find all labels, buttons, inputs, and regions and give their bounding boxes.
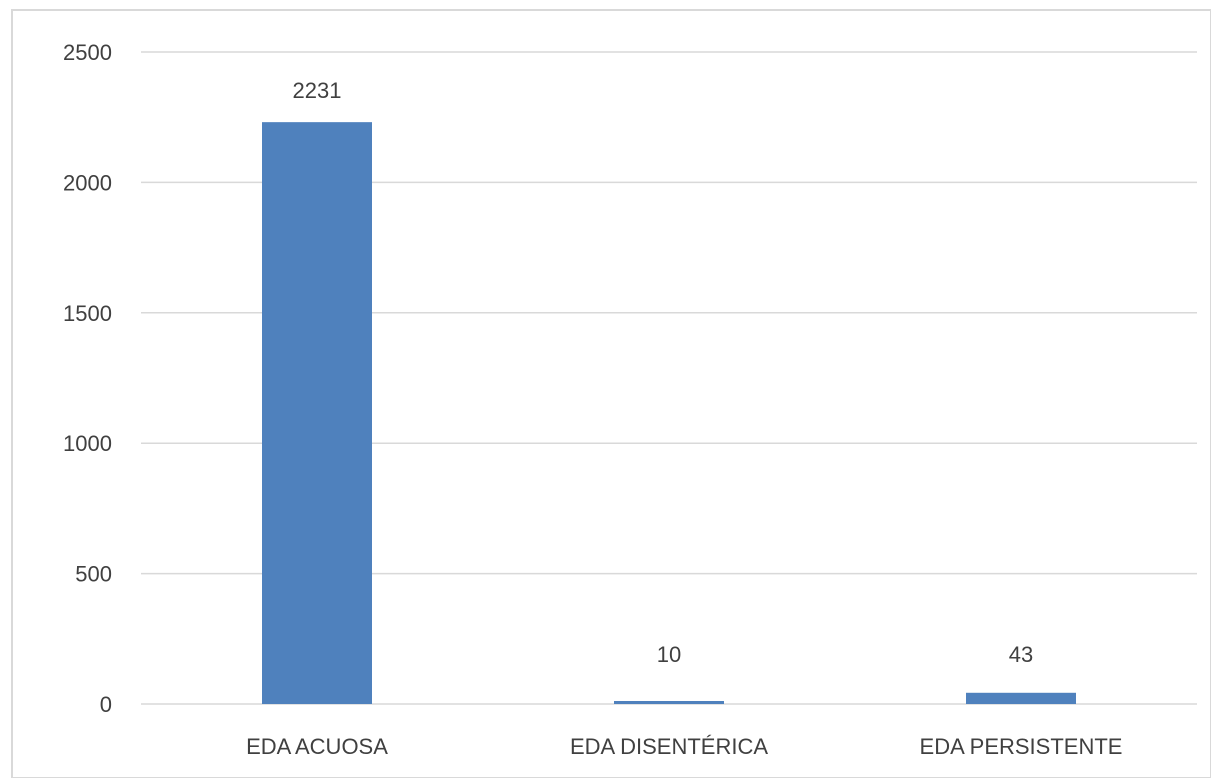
y-axis-tick-labels: 0 500 1000 1500 2000 2500 <box>63 40 112 717</box>
bar <box>614 701 724 704</box>
x-tick-label: EDA ACUOSA <box>246 734 388 759</box>
x-tick-label: EDA DISENTÉRICA <box>570 734 768 759</box>
y-tick-label: 1500 <box>63 301 112 326</box>
bar <box>262 122 372 704</box>
bar <box>966 692 1076 704</box>
y-tick-label: 2500 <box>63 40 112 65</box>
bars <box>262 122 1076 704</box>
y-tick-label: 0 <box>100 692 112 717</box>
data-label: 2231 <box>293 78 342 103</box>
x-tick-label: EDA PERSISTENTE <box>920 734 1123 759</box>
chart-border <box>11 9 1211 779</box>
data-labels: 2231 10 43 <box>293 78 1034 667</box>
y-tick-label: 500 <box>75 562 112 587</box>
data-label: 10 <box>657 642 681 667</box>
y-tick-label: 2000 <box>63 170 112 195</box>
y-tick-label: 1000 <box>63 431 112 456</box>
x-axis-tick-labels: EDA ACUOSA EDA DISENTÉRICA EDA PERSISTENTE <box>246 734 1122 759</box>
data-label: 43 <box>1009 642 1033 667</box>
